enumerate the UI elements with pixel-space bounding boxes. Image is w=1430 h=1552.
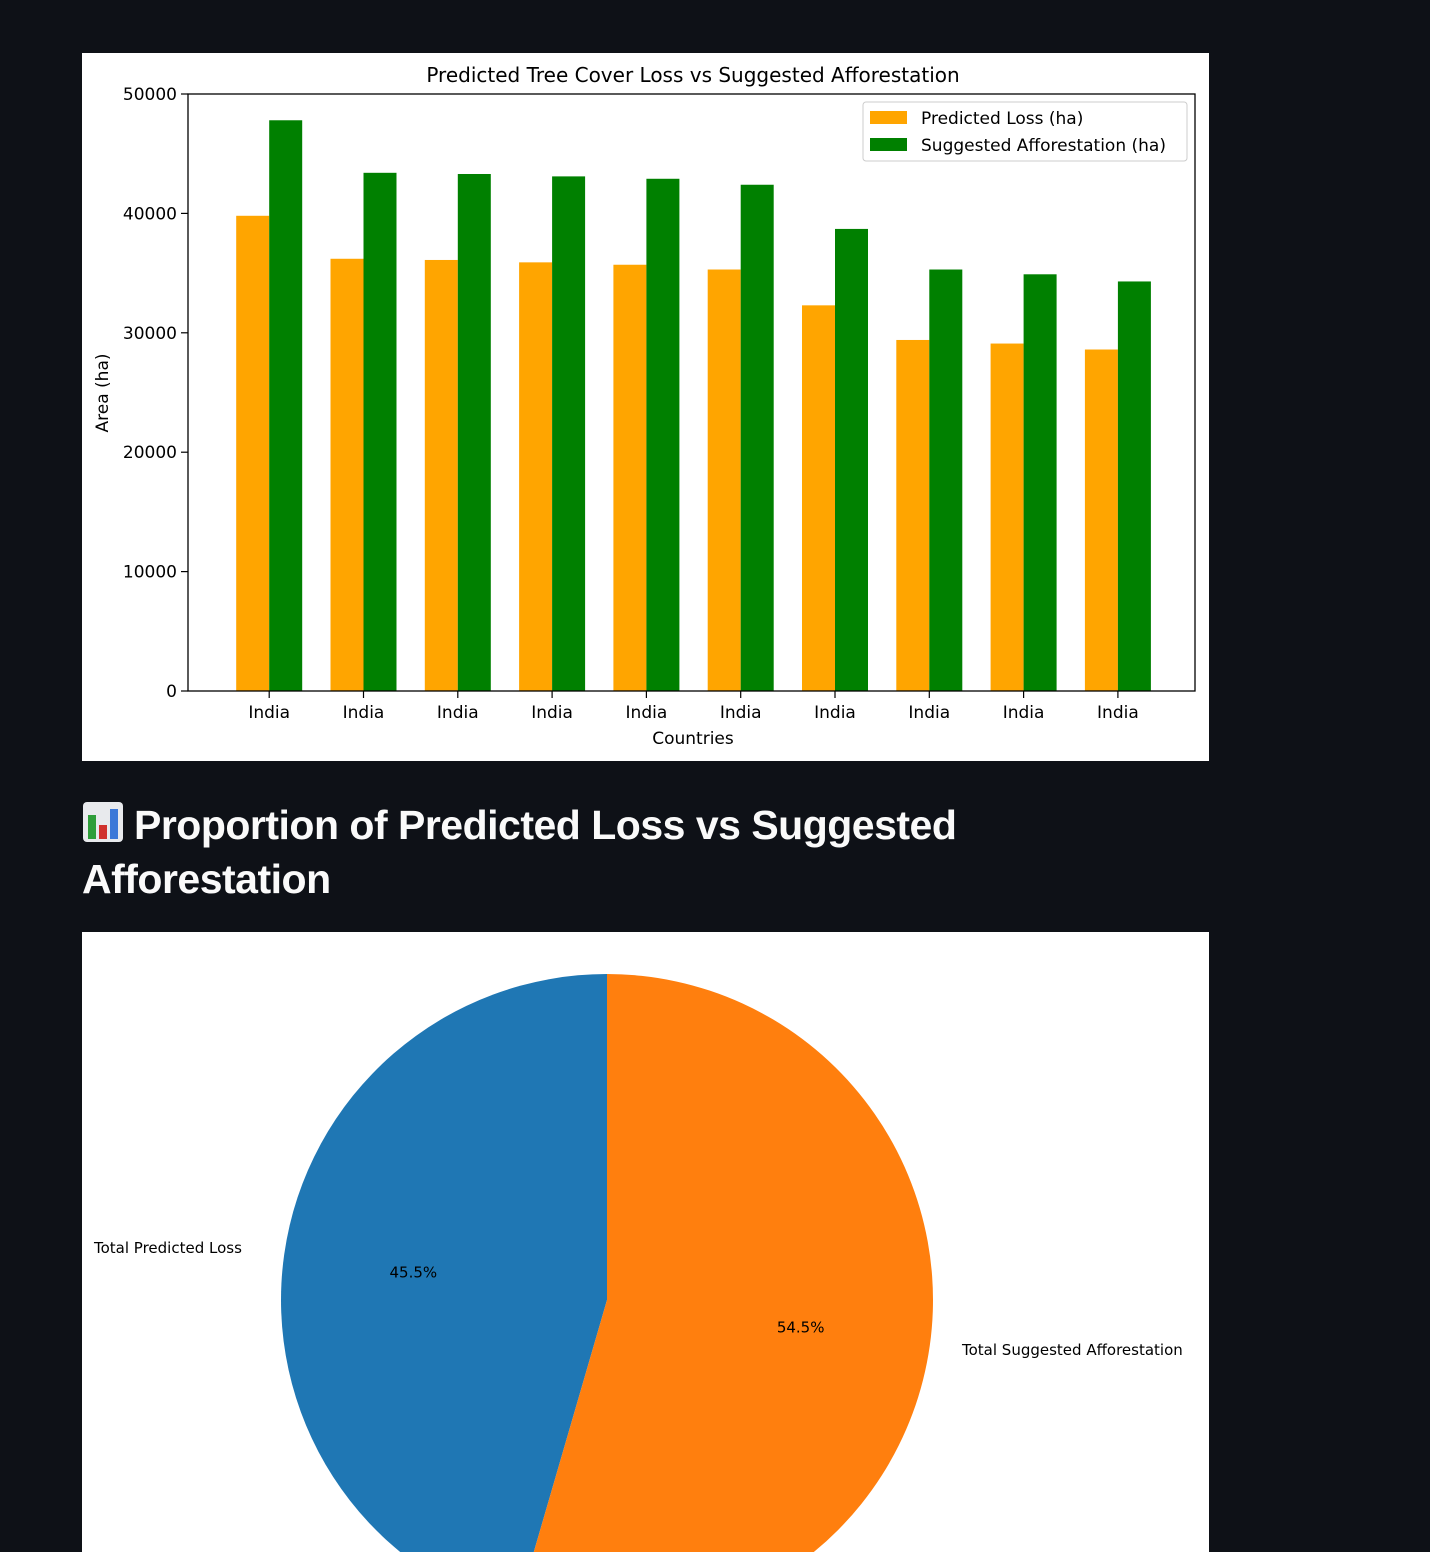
legend-swatch-afforestation — [870, 138, 907, 151]
x-axis-label: Countries — [652, 729, 734, 749]
y-tick-label: 0 — [166, 682, 177, 702]
y-tick-label: 50000 — [123, 85, 177, 105]
x-tick-label: India — [908, 703, 950, 723]
y-tick-label: 30000 — [123, 324, 177, 344]
y-axis: 0 10000 20000 30000 40000 50000 — [123, 85, 188, 702]
bar-afforestation-7 — [835, 228, 868, 691]
bar-afforestation-4 — [552, 176, 586, 692]
bar-afforestation-2 — [363, 172, 397, 691]
x-tick-label: India — [437, 703, 479, 723]
bar-predicted-loss-6 — [707, 269, 741, 691]
bar-predicted-loss-2 — [330, 258, 364, 691]
pie-slice-total-suggested-afforestation — [533, 974, 933, 1552]
bar-afforestation-9 — [1023, 274, 1057, 691]
bar-afforestation-10 — [1117, 281, 1151, 691]
bar-chart-title: Predicted Tree Cover Loss vs Suggested A… — [426, 63, 959, 87]
x-tick-label: India — [343, 703, 385, 723]
pie-chart: Total Predicted Loss Total Suggested Aff… — [93, 974, 1183, 1552]
bar-chart-panel: Predicted Tree Cover Loss vs Suggested A… — [82, 53, 1209, 761]
pie-slices — [281, 974, 933, 1552]
bar-chart-icon — [83, 802, 123, 842]
bar-predicted-loss-7 — [802, 305, 835, 691]
bar-afforestation-1 — [269, 120, 303, 691]
pie-pct-total-suggested-afforestation: 54.5% — [777, 1319, 825, 1337]
bar-afforestation-6 — [740, 184, 774, 691]
bar-predicted-loss-8 — [896, 339, 930, 691]
bar-predicted-loss-5 — [613, 264, 647, 691]
x-tick-label: India — [814, 703, 856, 723]
bar-predicted-loss-10 — [1084, 349, 1118, 691]
pie-pct-total-predicted-loss: 45.5% — [390, 1263, 438, 1281]
section-heading-text: Proportion of Predicted Loss vs Suggeste… — [82, 802, 957, 902]
bar-predicted-loss-1 — [236, 215, 270, 691]
bar-chart: Predicted Tree Cover Loss vs Suggested A… — [93, 63, 1196, 749]
pie-chart-panel: Total Predicted Loss Total Suggested Aff… — [82, 932, 1209, 1552]
x-tick-label: India — [531, 703, 573, 723]
y-tick-label: 20000 — [123, 443, 177, 463]
pie-label-total-suggested-afforestation: Total Suggested Afforestation — [961, 1341, 1183, 1359]
x-tick-label: India — [248, 703, 290, 723]
legend-label-afforestation: Suggested Afforestation (ha) — [921, 136, 1166, 156]
bar-predicted-loss-9 — [990, 343, 1024, 691]
pie-label-total-predicted-loss: Total Predicted Loss — [93, 1239, 242, 1257]
x-tick-label: India — [720, 703, 762, 723]
bar-predicted-loss-4 — [519, 262, 553, 691]
x-tick-label: India — [626, 703, 668, 723]
bar-afforestation-3 — [457, 173, 491, 692]
y-tick-label: 10000 — [123, 563, 177, 583]
legend: Predicted Loss (ha) Suggested Afforestat… — [862, 101, 1188, 162]
legend-label-predicted-loss: Predicted Loss (ha) — [921, 109, 1083, 129]
x-tick-label: India — [1097, 703, 1139, 723]
pie-slice-total-predicted-loss — [281, 974, 607, 1552]
legend-swatch-predicted-loss — [870, 111, 907, 124]
x-tick-label: India — [1003, 703, 1045, 723]
y-axis-label: Area (ha) — [93, 354, 113, 433]
bar-afforestation-5 — [646, 178, 680, 692]
section-heading: Proportion of Predicted Loss vs Suggeste… — [82, 798, 1082, 906]
plot-frame — [187, 93, 1196, 692]
y-tick-label: 40000 — [123, 204, 177, 224]
bar-predicted-loss-3 — [424, 259, 458, 691]
bar-afforestation-8 — [929, 269, 963, 691]
bar-group — [236, 120, 1151, 692]
x-axis: India India India India India India India India… — [248, 691, 1139, 723]
legend-frame — [862, 101, 1188, 162]
